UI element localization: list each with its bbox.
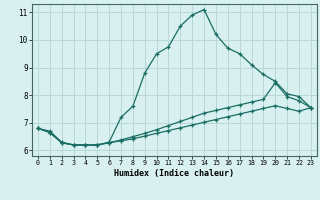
X-axis label: Humidex (Indice chaleur): Humidex (Indice chaleur) — [115, 169, 234, 178]
